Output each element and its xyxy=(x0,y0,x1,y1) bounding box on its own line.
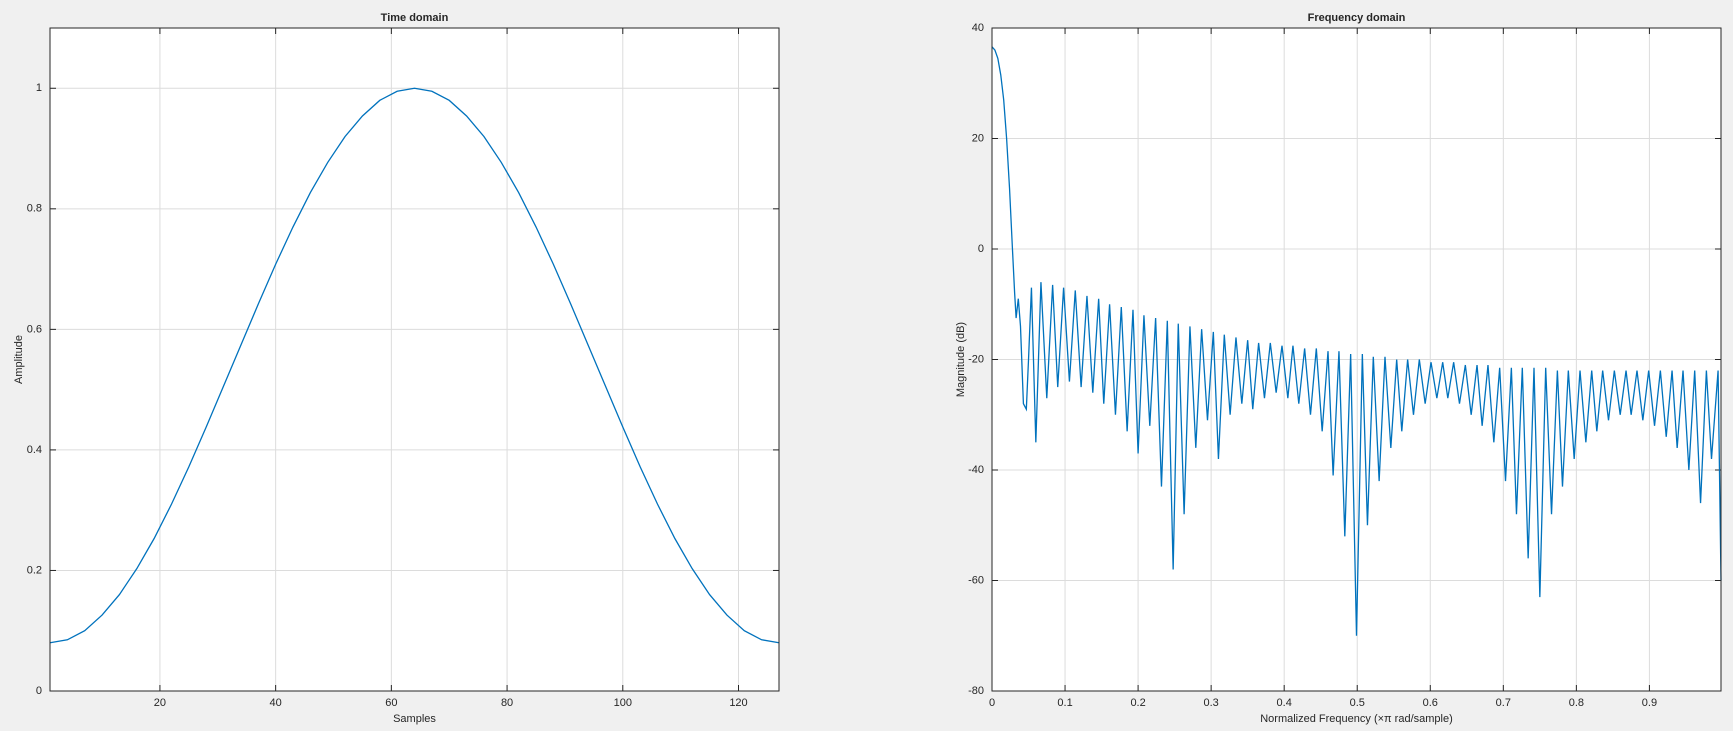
x-tick-label: 0.1 xyxy=(1057,697,1072,709)
x-tick-label: 60 xyxy=(385,697,397,709)
data-line xyxy=(991,46,1722,636)
y-tick-label: 0 xyxy=(36,685,42,697)
y-tick-label: 1 xyxy=(36,82,42,94)
data-line xyxy=(49,87,780,644)
y-tick-label: 0.8 xyxy=(27,203,42,215)
axes-box xyxy=(49,27,780,692)
y-tick-label: 0.4 xyxy=(27,444,42,456)
x-axis-label: Normalized Frequency (×π rad/sample) xyxy=(1260,713,1453,725)
plot-area xyxy=(50,28,779,691)
axes-box xyxy=(991,27,1722,692)
x-tick-label: 0.3 xyxy=(1203,697,1218,709)
x-tick-label: 0.9 xyxy=(1642,697,1657,709)
y-axis-label: Magnitude (dB) xyxy=(955,322,967,397)
x-tick-label: 0.2 xyxy=(1130,697,1145,709)
y-tick-label: 0.2 xyxy=(27,564,42,576)
y-tick-label: 0.6 xyxy=(27,323,42,335)
y-tick-label: 20 xyxy=(972,132,984,144)
y-tick-label: -80 xyxy=(968,685,984,697)
x-tick-label: 0.6 xyxy=(1423,697,1438,709)
x-tick-label: 0.4 xyxy=(1277,697,1292,709)
x-axis-label: Samples xyxy=(393,713,436,725)
x-tick-label: 20 xyxy=(154,697,166,709)
y-axis-label: Amplitude xyxy=(13,335,25,384)
chart-title: Time domain xyxy=(381,12,449,24)
y-tick-label: 0 xyxy=(978,243,984,255)
y-tick-label: 40 xyxy=(972,22,984,34)
x-tick-label: 100 xyxy=(614,697,632,709)
chart-title: Frequency domain xyxy=(1308,12,1406,24)
x-tick-label: 0.7 xyxy=(1496,697,1511,709)
y-tick-label: -60 xyxy=(968,574,984,586)
x-tick-label: 0 xyxy=(989,697,995,709)
x-tick-label: 0.8 xyxy=(1569,697,1584,709)
y-tick-label: -20 xyxy=(968,353,984,365)
x-tick-label: 80 xyxy=(501,697,513,709)
y-tick-label: -40 xyxy=(968,464,984,476)
x-tick-label: 40 xyxy=(270,697,282,709)
x-tick-label: 0.5 xyxy=(1350,697,1365,709)
x-tick-label: 120 xyxy=(729,697,747,709)
